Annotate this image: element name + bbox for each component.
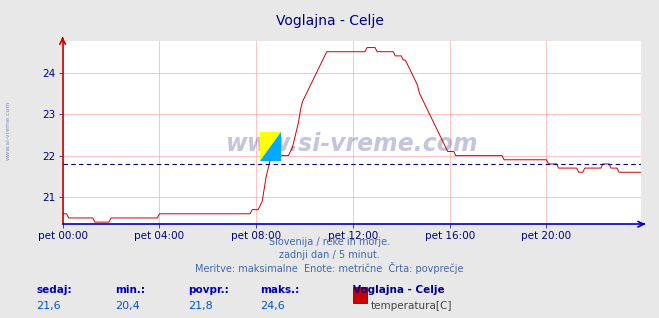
Polygon shape <box>260 132 281 161</box>
Text: Voglajna - Celje: Voglajna - Celje <box>353 285 444 294</box>
Text: www.si-vreme.com: www.si-vreme.com <box>6 100 11 160</box>
Text: Voglajna - Celje: Voglajna - Celje <box>275 14 384 28</box>
Text: Slovenija / reke in morje.: Slovenija / reke in morje. <box>269 237 390 247</box>
Text: 24,6: 24,6 <box>260 301 285 310</box>
Text: povpr.:: povpr.: <box>188 285 229 294</box>
Text: temperatura[C]: temperatura[C] <box>371 301 453 310</box>
Text: 21,8: 21,8 <box>188 301 213 310</box>
Text: Meritve: maksimalne  Enote: metrične  Črta: povprečje: Meritve: maksimalne Enote: metrične Črta… <box>195 262 464 274</box>
Text: maks.:: maks.: <box>260 285 300 294</box>
Text: min.:: min.: <box>115 285 146 294</box>
Polygon shape <box>260 132 281 161</box>
Text: www.si-vreme.com: www.si-vreme.com <box>225 132 478 156</box>
Text: 20,4: 20,4 <box>115 301 140 310</box>
Text: sedaj:: sedaj: <box>36 285 72 294</box>
Text: 21,6: 21,6 <box>36 301 61 310</box>
Text: zadnji dan / 5 minut.: zadnji dan / 5 minut. <box>279 250 380 259</box>
